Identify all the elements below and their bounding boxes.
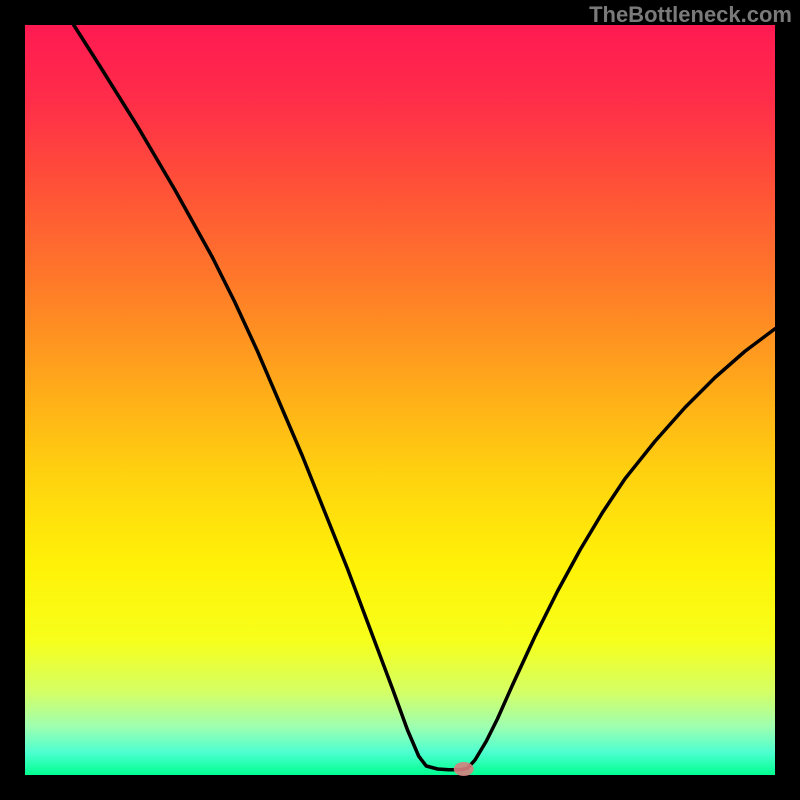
plot-background — [25, 25, 775, 775]
watermark-text: TheBottleneck.com — [589, 2, 792, 28]
optimal-point-marker — [454, 762, 474, 776]
chart-svg — [0, 0, 800, 800]
bottleneck-chart: TheBottleneck.com — [0, 0, 800, 800]
